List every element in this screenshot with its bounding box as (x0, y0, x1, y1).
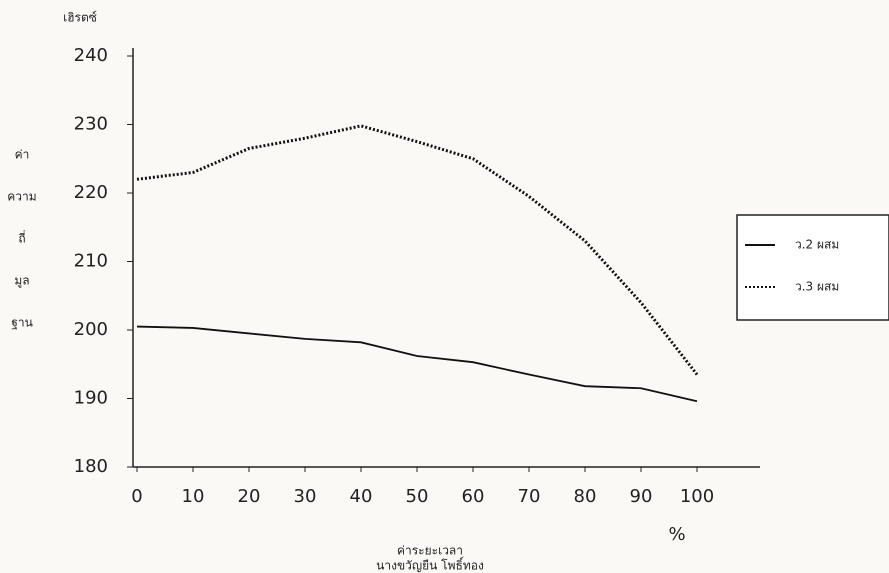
x-unit: % (668, 524, 685, 545)
legend-box (736, 214, 889, 321)
x-tick-label: 10 (182, 486, 205, 507)
x-axis-label: ค่าระยะเวลา (397, 544, 463, 558)
x-tick-label: 30 (294, 486, 317, 507)
y-axis-label: มูล (14, 274, 29, 289)
y-axis-label: ความ (7, 190, 36, 204)
x-tick-label: 20 (238, 486, 261, 507)
y-tick-label: 240 (74, 45, 108, 66)
y-tick-label: 190 (74, 388, 108, 409)
y-unit: เฮิรตซ์ (63, 11, 97, 25)
y-axis-label: ถี่ (18, 230, 25, 246)
legend-label: ว.3 ผสม (795, 280, 839, 294)
x-tick-label: 100 (680, 486, 714, 507)
x-tick-label: 40 (350, 486, 373, 507)
x-tick-label: 50 (406, 486, 429, 507)
y-tick-label: 230 (74, 114, 108, 135)
y-axis-label: ค่า (15, 148, 30, 162)
x-tick-label: 60 (462, 486, 485, 507)
x-tick-label: 70 (518, 486, 541, 507)
x-tick-label: 80 (574, 486, 597, 507)
series-line (136, 124, 699, 376)
author: นางขวัญยืน โพธิ์ทอง (376, 557, 484, 573)
y-axis-label: ฐาน (11, 316, 33, 330)
x-tick-label: 0 (131, 486, 142, 507)
y-tick-label: 210 (74, 251, 108, 272)
series-line (136, 325, 698, 403)
legend-label: ว.2 ผสม (795, 238, 839, 252)
y-tick-label: 200 (74, 319, 108, 340)
y-tick-label: 220 (74, 182, 108, 203)
y-tick-label: 180 (74, 456, 108, 477)
x-tick-label: 90 (630, 486, 653, 507)
